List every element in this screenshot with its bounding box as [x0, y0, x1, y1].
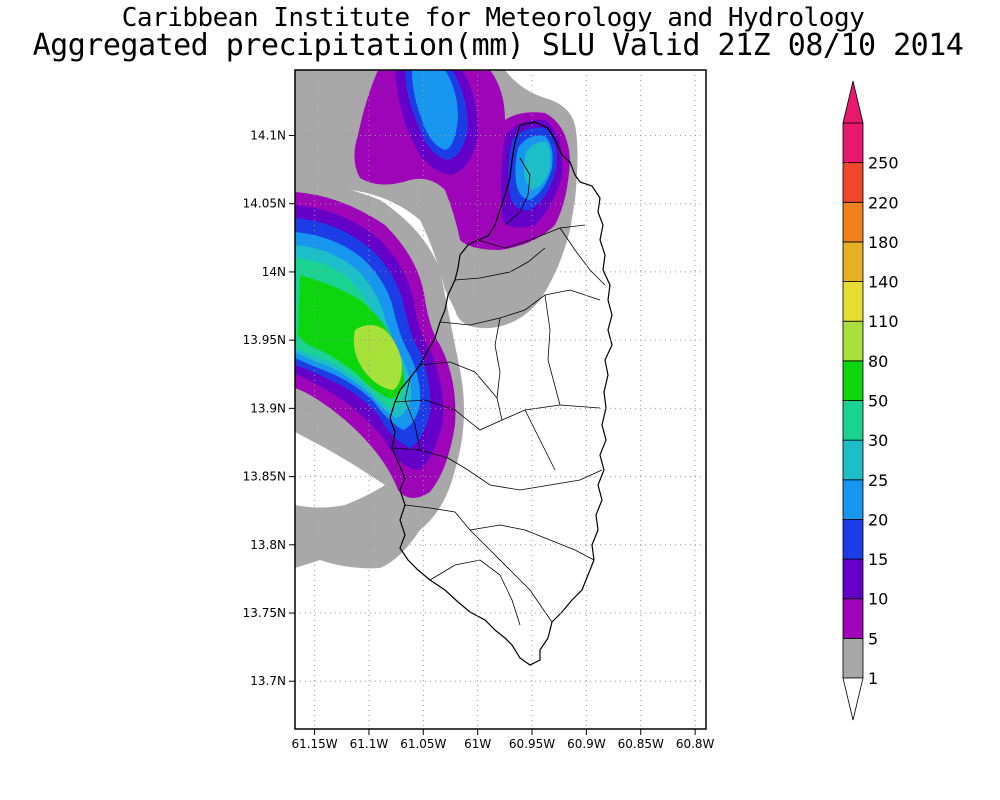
colorbar-swatch	[842, 598, 864, 639]
lat-tick-label: 14.1N	[250, 128, 286, 142]
lon-tick-label: 60.9W	[567, 737, 606, 751]
colorbar-swatch	[842, 162, 864, 203]
colorbar-label: 50	[868, 392, 888, 411]
grid-lines	[295, 70, 706, 729]
island-outline	[389, 121, 613, 666]
colorbar-swatch	[842, 241, 864, 282]
boundary-6	[394, 399, 601, 431]
precip-level-80	[353, 325, 402, 390]
lat-tick-label: 13.75N	[243, 606, 286, 620]
lon-tick-label: 60.85W	[618, 737, 664, 751]
boundary-14	[524, 409, 556, 471]
lat-tick-label: 13.95N	[243, 333, 286, 347]
lon-tick-label: 61.1W	[350, 737, 389, 751]
colorbar-label: 140	[868, 273, 899, 292]
colorbar-label: 25	[868, 471, 888, 490]
lat-tick-label: 13.7N	[250, 674, 286, 688]
lon-tick-label: 61.05W	[400, 737, 446, 751]
colorbar-label: 110	[868, 312, 899, 331]
colorbar-label: 180	[868, 233, 899, 252]
colorbar-label: 1	[868, 669, 878, 688]
title-line-1: Caribbean Institute for Meteorology and …	[121, 3, 865, 33]
colorbar-swatch	[842, 122, 864, 164]
colorbar-label: 5	[868, 629, 878, 648]
lat-tick-label: 13.85N	[243, 470, 286, 484]
colorbar-swatch	[842, 201, 864, 243]
colorbar-label: 30	[868, 431, 888, 450]
colorbar-swatch	[842, 637, 864, 679]
colorbar-swatch	[842, 320, 864, 362]
lat-tick-label: 13.9N	[250, 401, 286, 415]
lon-tick-label: 61.15W	[291, 737, 337, 751]
boundary-1	[477, 224, 586, 249]
colorbar-swatch	[842, 360, 864, 401]
colorbar-label: 220	[868, 193, 899, 212]
boundary-8	[404, 504, 553, 623]
precip-lightblue-north	[412, 70, 553, 200]
latitude-axis: 14.1N 14.05N 14N 13.95N 13.9N 13.85N 13.8N 13.7…	[243, 128, 295, 688]
boundary-12	[504, 157, 531, 226]
colorbar-label: 15	[868, 550, 888, 569]
boundary-4	[494, 317, 503, 421]
colorbar-swatch	[842, 519, 864, 560]
colorbar-label: 10	[868, 590, 888, 609]
lat-tick-label: 13.8N	[250, 538, 286, 552]
colorbar-swatch	[842, 558, 864, 600]
boundary-9	[469, 524, 595, 561]
lat-tick-label: 14N	[262, 265, 286, 279]
colorbar-over-arrow	[842, 80, 864, 124]
colorbar-label: 20	[868, 510, 888, 529]
colorbar-swatch	[842, 281, 864, 322]
colorbar-swatch	[842, 400, 864, 441]
colorbar-swatch	[842, 479, 864, 520]
coastline	[389, 121, 613, 666]
boundary-11	[544, 294, 561, 406]
lon-tick-label: 61W	[464, 737, 491, 751]
lat-tick-label: 14.05N	[243, 197, 286, 211]
precip-yellowgreen-core	[353, 325, 402, 390]
boundary-15	[404, 377, 421, 451]
colorbar-label: 250	[868, 154, 899, 173]
parish-boundaries	[391, 157, 606, 626]
colorbar-under-arrow	[842, 677, 864, 721]
boundary-10	[429, 559, 521, 626]
plot-frame	[294, 69, 707, 730]
boundary-3	[439, 289, 601, 326]
lon-tick-label: 60.8W	[676, 737, 715, 751]
boundary-5	[419, 361, 498, 399]
longitude-axis: 61.15W 61.1W 61.05W 61W 60.95W 60.9W 60.85W 60.…	[291, 729, 715, 751]
colorbar-label: 80	[868, 352, 888, 371]
boundary-7	[391, 447, 603, 491]
boundary-13	[559, 227, 606, 286]
precipitation-field	[295, 70, 578, 569]
title-line-2: Aggregated precipitation(mm) SLU Valid 2…	[32, 28, 964, 63]
lon-tick-label: 60.95W	[509, 737, 555, 751]
precip-cyan-north	[524, 141, 551, 190]
colorbar-swatch	[842, 439, 864, 481]
